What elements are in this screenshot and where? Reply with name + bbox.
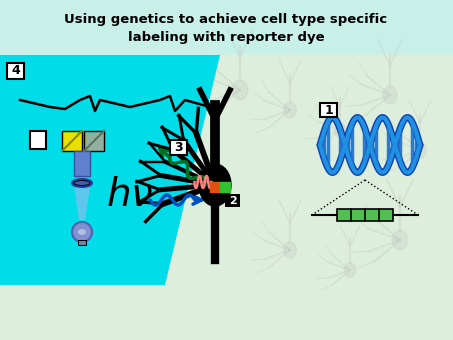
Bar	[225, 194, 240, 207]
Bar	[210, 182, 220, 192]
Bar	[337, 209, 393, 221]
Ellipse shape	[126, 225, 134, 235]
Bar	[0, 0, 453, 55]
Ellipse shape	[232, 80, 248, 100]
Polygon shape	[0, 55, 220, 285]
Ellipse shape	[45, 229, 55, 241]
Text: 4: 4	[11, 65, 20, 78]
Text: 3: 3	[174, 141, 183, 154]
Text: $h\nu$: $h\nu$	[106, 176, 154, 214]
Bar	[170, 140, 187, 155]
Text: 1: 1	[324, 103, 333, 117]
Text: labeling with reporter dye: labeling with reporter dye	[128, 31, 324, 44]
Bar	[30, 131, 46, 149]
Bar	[220, 182, 230, 192]
Bar	[320, 103, 337, 117]
Ellipse shape	[78, 229, 86, 235]
Text: Using genetics to achieve cell type specific: Using genetics to achieve cell type spec…	[64, 14, 388, 27]
Ellipse shape	[284, 242, 296, 258]
Ellipse shape	[284, 102, 296, 118]
Ellipse shape	[392, 230, 408, 250]
Ellipse shape	[155, 259, 165, 271]
Ellipse shape	[199, 164, 231, 206]
Ellipse shape	[383, 86, 397, 104]
Circle shape	[72, 222, 92, 242]
Bar	[7, 63, 24, 79]
Bar	[62, 131, 82, 151]
Bar	[0, 55, 453, 340]
Ellipse shape	[414, 142, 426, 158]
Bar	[74, 151, 90, 176]
Ellipse shape	[344, 263, 356, 277]
Polygon shape	[74, 187, 90, 220]
Ellipse shape	[334, 123, 346, 137]
Text: 2: 2	[229, 195, 236, 205]
Bar	[78, 240, 86, 245]
Ellipse shape	[72, 179, 92, 187]
Bar	[84, 131, 104, 151]
